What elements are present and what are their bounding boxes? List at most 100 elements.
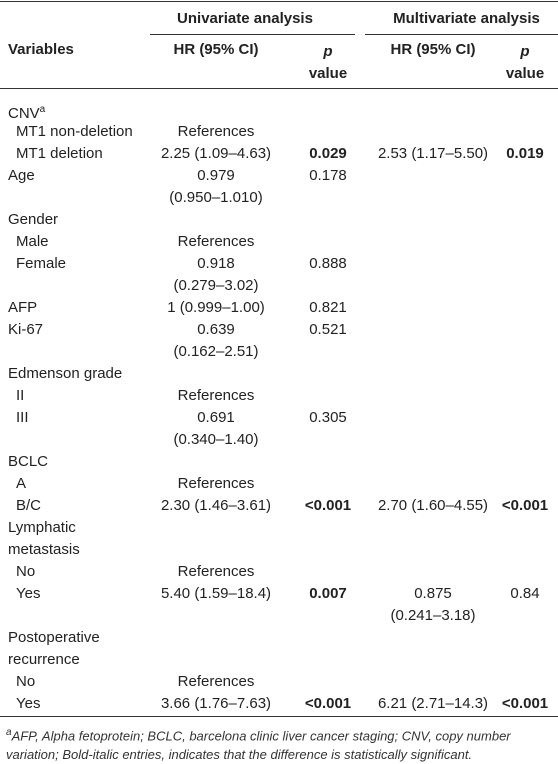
uni-hr-line: (0.950–1.010) xyxy=(169,189,263,206)
variable: Ki-67 xyxy=(8,319,43,341)
uni-hr-line: References xyxy=(177,123,255,140)
table-row: BCLC xyxy=(0,451,558,473)
variable-line: No xyxy=(16,563,36,580)
uni-hr-line: 1 (0.999–1.00) xyxy=(167,299,265,316)
multi-p: 0.019 xyxy=(492,143,558,165)
variable-line: Postoperative xyxy=(8,629,100,646)
uni-p: 0.178 xyxy=(282,165,374,187)
variable-line: Yes xyxy=(16,695,41,712)
bottom-rule xyxy=(0,716,558,717)
table-row: A References xyxy=(0,473,558,495)
variable-line: A xyxy=(16,475,27,492)
variable-line: Gender xyxy=(8,211,59,228)
variable: Gender xyxy=(8,209,58,231)
variable: No xyxy=(16,561,35,583)
table-row: III 0.691 (0.340–1.40) 0.305 xyxy=(0,407,558,451)
variable-line: Lymphatic xyxy=(8,519,76,536)
variables-heading: Variables xyxy=(8,41,74,58)
uni-hr: 0.918 (0.279–3.02) xyxy=(150,253,282,297)
p-label: p xyxy=(323,43,333,60)
uni-hr-line: (0.279–3.02) xyxy=(173,277,259,294)
uni-hr-line: References xyxy=(177,387,255,404)
uni-p: 0.821 xyxy=(282,297,374,319)
uni-p-line: <0.001 xyxy=(304,695,352,712)
uni-hr: References xyxy=(150,231,282,253)
table-row: Age 0.979 (0.950–1.010) 0.178 xyxy=(0,165,558,209)
variable: Male xyxy=(16,231,49,253)
variable-line: Ki-67 xyxy=(8,321,44,338)
uni-hr: 0.979 (0.950–1.010) xyxy=(150,165,282,209)
variable: Female xyxy=(16,253,66,275)
table-row: Ki-67 0.639 (0.162–2.51) 0.521 xyxy=(0,319,558,363)
table-row: AFP 1 (0.999–1.00) 0.821 xyxy=(0,297,558,319)
variable-line: No xyxy=(16,673,36,690)
variable-line: Age xyxy=(8,167,35,184)
multi-p: <0.001 xyxy=(492,495,558,517)
uni-hr-line: 0.979 xyxy=(197,167,235,184)
table-row: II References xyxy=(0,385,558,407)
p-label: value xyxy=(505,65,545,82)
table-row: Postoperative recurrence xyxy=(0,627,558,671)
variable-line: II xyxy=(16,387,25,404)
variable: Yes xyxy=(16,693,40,715)
table-row: Edmenson grade xyxy=(0,363,558,385)
variable-line: III xyxy=(16,409,29,426)
uni-hr-line: References xyxy=(177,233,255,250)
multi-p-line: <0.001 xyxy=(501,695,549,712)
table-row: MT1 non-deletion References xyxy=(0,121,558,143)
multi-p-line: 0.84 xyxy=(510,585,540,602)
variable: Edmenson grade xyxy=(8,363,122,385)
top-rule xyxy=(0,1,558,2)
multi-hr: 2.70 (1.60–4.55) xyxy=(374,495,492,517)
uni-p: 0.888 xyxy=(282,253,374,275)
multi-hr-heading: HR (95% CI) xyxy=(390,41,476,58)
variable-line: BCLC xyxy=(8,453,49,470)
variable-line: MT1 non-deletion xyxy=(16,123,133,140)
variable-line: Male xyxy=(16,233,49,250)
univariate-rule xyxy=(150,34,355,35)
variable: A xyxy=(16,473,26,495)
uni-p: <0.001 xyxy=(282,693,374,715)
header-rule xyxy=(0,88,558,89)
uni-hr-line: 0.639 xyxy=(197,321,235,338)
variable-line: metastasis xyxy=(8,541,80,558)
multivariate-heading: Multivariate analysis xyxy=(393,10,540,27)
multi-hr: 6.21 (2.71–14.3) xyxy=(374,693,492,715)
p-label: p xyxy=(520,43,530,60)
uni-hr-line: References xyxy=(177,563,255,580)
uni-p-line: 0.305 xyxy=(309,409,347,426)
variable-line: Yes xyxy=(16,585,41,602)
multi-hr-line: 6.21 (2.71–14.3) xyxy=(377,695,489,712)
multi-hr-line: 2.70 (1.60–4.55) xyxy=(377,497,489,514)
uni-hr: References xyxy=(150,121,282,143)
table-row: Lymphatic metastasis xyxy=(0,517,558,561)
variable-line: MT1 deletion xyxy=(16,145,103,162)
table-row: Female 0.918 (0.279–3.02) 0.888 xyxy=(0,253,558,297)
table-body: CNVa MT1 non-deletion References MT1 deleti… xyxy=(0,99,558,715)
uni-hr-line: References xyxy=(177,475,255,492)
uni-p-heading: p value xyxy=(282,41,374,85)
table-row: No References xyxy=(0,671,558,693)
uni-p: 0.305 xyxy=(282,407,374,429)
multi-p-line: <0.001 xyxy=(501,497,549,514)
variable: Age xyxy=(8,165,35,187)
variable: MT1 deletion xyxy=(16,143,103,165)
univariate-heading: Univariate analysis xyxy=(177,10,313,27)
table-row: Yes 3.66 (1.76–7.63) <0.001 6.21 (2.71–14.3… xyxy=(0,693,558,715)
footnote: aAFP, Alpha fetoprotein; BCLC, barcelona… xyxy=(6,723,554,764)
variable: B/C xyxy=(16,495,41,517)
variable: III xyxy=(16,407,29,429)
uni-p-line: 0.521 xyxy=(309,321,347,338)
uni-hr: References xyxy=(150,671,282,693)
uni-hr-line: 2.30 (1.46–3.61) xyxy=(160,497,272,514)
table-row: B/C 2.30 (1.46–3.61) <0.001 2.70 (1.60–4.55… xyxy=(0,495,558,517)
multi-hr-line: (0.241–3.18) xyxy=(390,607,476,624)
variable-line: Female xyxy=(16,255,67,272)
uni-p-line: 0.821 xyxy=(309,299,347,316)
uni-hr: 3.66 (1.76–7.63) xyxy=(150,693,282,715)
uni-hr: 1 (0.999–1.00) xyxy=(150,297,282,319)
uni-hr-line: (0.162–2.51) xyxy=(173,343,259,360)
uni-hr-line: (0.340–1.40) xyxy=(173,431,259,448)
uni-p-line: <0.001 xyxy=(304,497,352,514)
